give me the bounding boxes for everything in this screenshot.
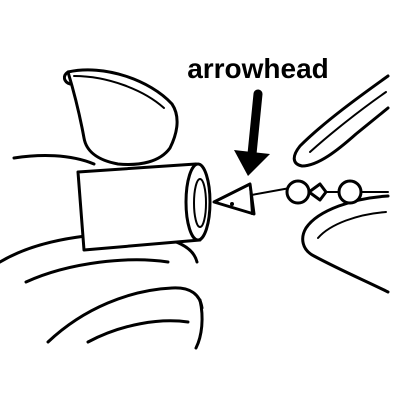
left-lower-fingers bbox=[0, 232, 204, 350]
left-upper-finger bbox=[12, 68, 179, 166]
callout-label: arrowhead bbox=[187, 53, 329, 84]
fishing-line-and-beads bbox=[245, 179, 389, 205]
arrow-shaft-tube bbox=[76, 162, 212, 252]
callout-pointer-arrow bbox=[234, 89, 270, 176]
right-fingertips bbox=[292, 74, 390, 294]
arrowhead-point bbox=[212, 182, 256, 216]
